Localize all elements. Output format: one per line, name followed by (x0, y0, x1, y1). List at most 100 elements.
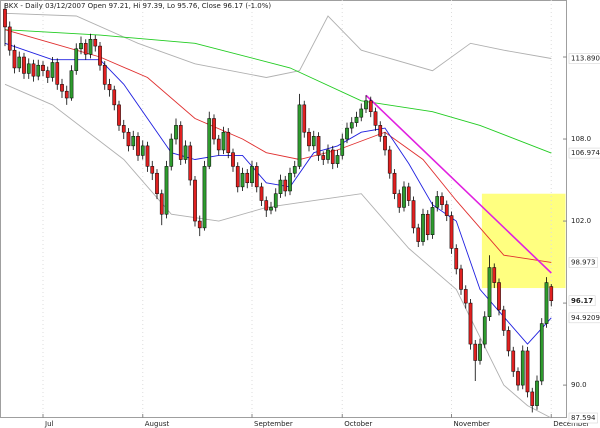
x-tick-label: Jul (44, 420, 54, 428)
candle-body (302, 104, 307, 133)
candle-body (55, 62, 60, 85)
candle-body (136, 136, 140, 156)
candle-body (69, 70, 74, 99)
candle-body (307, 131, 311, 147)
x-tick-label: December (553, 420, 589, 428)
candle-body (487, 267, 492, 318)
candle-body (150, 166, 155, 174)
candle-body (349, 122, 354, 129)
candle-body (235, 166, 240, 188)
candle-body (183, 145, 188, 160)
candle-body (88, 38, 93, 55)
candle-body (126, 131, 131, 147)
x-tick-label: September (254, 420, 293, 428)
candle-body (311, 136, 316, 147)
candle-body (444, 204, 449, 216)
candle-body (273, 193, 278, 208)
candle-body (525, 350, 530, 393)
candle-body (411, 200, 416, 229)
candle-body (98, 45, 102, 66)
candle-body (22, 56, 26, 74)
candle-body (330, 149, 335, 164)
price-label: 96.17 (571, 297, 593, 305)
price-label-box (568, 295, 596, 307)
candle-body (497, 282, 501, 311)
candle-body (64, 90, 69, 99)
candle-body (463, 289, 468, 304)
candle-body (340, 138, 345, 156)
candle-body (107, 84, 112, 91)
candle-body (297, 104, 302, 167)
candle-body (359, 108, 364, 118)
candle-body (79, 43, 83, 50)
candle-body (178, 125, 183, 160)
candle-body (406, 186, 411, 201)
candle-body (254, 166, 259, 188)
candle-body (397, 193, 402, 208)
candle-body (169, 138, 174, 167)
candle-body (368, 100, 373, 112)
candle-body (364, 100, 368, 110)
candle-body (41, 64, 45, 71)
price-label: 113.890 (571, 55, 600, 63)
candle-body (288, 172, 292, 192)
candle-body (3, 8, 7, 28)
candle-body (197, 220, 202, 229)
candle-body (155, 172, 159, 194)
candle-body (544, 282, 549, 324)
candle-body (93, 38, 98, 47)
candle-body (454, 248, 459, 270)
candle-body (159, 193, 164, 215)
indicator-line (4, 29, 552, 263)
candle-body (36, 64, 41, 77)
candle-body (202, 166, 207, 229)
candle-body (392, 172, 397, 194)
x-tick-label: October (344, 420, 372, 428)
price-label-box (568, 147, 600, 159)
candle-body (511, 350, 516, 372)
candle-body (539, 323, 544, 382)
price-label: 98.973 (571, 258, 596, 266)
candle-body (520, 350, 525, 386)
candle-body (140, 145, 145, 156)
candle-body (492, 267, 497, 283)
y-tick-label: 108.0 (571, 135, 591, 143)
candle-body (31, 63, 36, 77)
y-tick-label: 102.0 (571, 217, 591, 225)
candle-body (250, 166, 254, 184)
price-label-box (568, 257, 598, 268)
candle-body (174, 125, 178, 140)
candle-body (473, 343, 478, 361)
chart-title: BKX - Daily 03/12/2007 Open 97.21, Hi 97… (4, 2, 271, 10)
candle-body (459, 268, 463, 290)
x-tick-label: August (145, 420, 170, 428)
candle-body (468, 302, 473, 345)
candle-body (430, 207, 435, 235)
candle-body (17, 56, 22, 69)
candle-body (354, 116, 359, 123)
candle-body (321, 155, 326, 160)
price-label-box (568, 53, 600, 64)
candle-body (378, 125, 383, 137)
candle-body (335, 155, 340, 164)
candle-body (482, 316, 487, 345)
candle-body (402, 186, 406, 208)
candle-body (292, 166, 297, 174)
candle-body (435, 196, 440, 208)
candle-body (316, 136, 321, 156)
candle-body (212, 118, 216, 140)
candle-body (117, 104, 121, 126)
candle-body (326, 149, 330, 160)
candle-body (83, 43, 88, 55)
candle-body (12, 49, 17, 69)
price-label: 87.594 (571, 414, 596, 422)
candle-body (345, 127, 349, 140)
candle-body (60, 84, 64, 92)
candle-body (231, 152, 235, 167)
indicator-line (4, 42, 552, 345)
candle-body (207, 118, 212, 167)
candle-body (45, 70, 50, 78)
indicator-line (4, 29, 552, 154)
candle-body (387, 149, 392, 174)
candle-body (530, 391, 535, 406)
